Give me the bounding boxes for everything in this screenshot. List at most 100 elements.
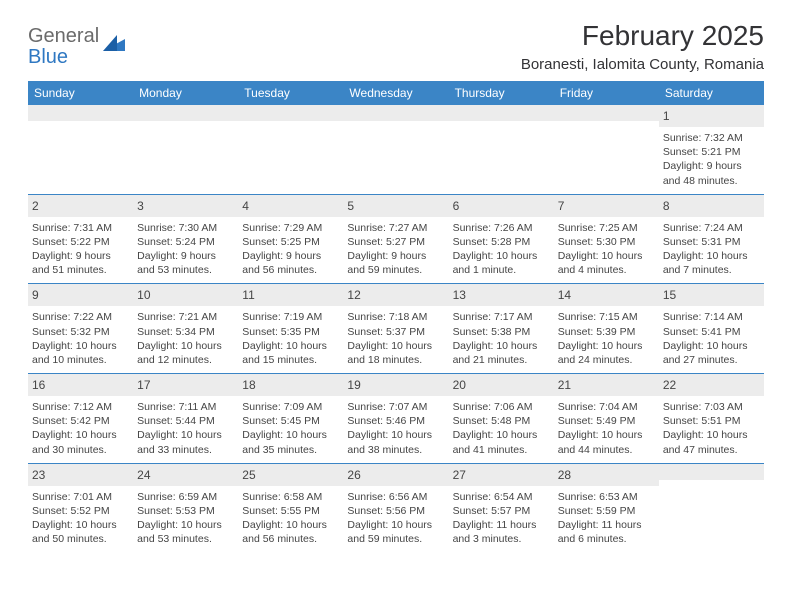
week-row: 23Sunrise: 7:01 AMSunset: 5:52 PMDayligh… [28,464,764,553]
daylight-text: Daylight: 9 hours and 59 minutes. [347,249,444,277]
sunset-text: Sunset: 5:27 PM [347,235,444,249]
sunset-text: Sunset: 5:22 PM [32,235,129,249]
day-number-text [663,466,760,470]
dow-friday: Friday [554,81,659,105]
daylight-text: Daylight: 10 hours and 47 minutes. [663,428,760,456]
day-number-text: 15 [663,286,760,304]
day-number: 27 [449,464,554,486]
day-number [449,105,554,121]
day-number: 14 [554,284,659,306]
dow-sunday: Sunday [28,81,133,105]
day-number-text: 3 [137,197,234,215]
day-number: 10 [133,284,238,306]
sunrise-text: Sunrise: 7:26 AM [453,221,550,235]
day-number: 3 [133,195,238,217]
day-number-text: 19 [347,376,444,394]
sunset-text: Sunset: 5:51 PM [663,414,760,428]
day-number: 8 [659,195,764,217]
day-cell [238,105,343,194]
day-info: Sunrise: 7:25 AMSunset: 5:30 PMDaylight:… [558,219,655,278]
day-cell: 16Sunrise: 7:12 AMSunset: 5:42 PMDayligh… [28,374,133,463]
day-cell [554,105,659,194]
daylight-text: Daylight: 9 hours and 53 minutes. [137,249,234,277]
sunset-text: Sunset: 5:48 PM [453,414,550,428]
day-number: 24 [133,464,238,486]
day-cell: 14 Sunrise: 7:15 AMSunset: 5:39 PMDayligh… [554,284,659,373]
day-info: Sunrise: 7:22 AMSunset: 5:32 PMDaylight:… [32,308,129,367]
sunrise-text: Sunrise: 7:09 AM [242,400,339,414]
daylight-text: Daylight: 10 hours and 35 minutes. [242,428,339,456]
sunrise-text: Sunrise: 7:07 AM [347,400,444,414]
day-number-text: 12 [347,286,444,304]
day-number-text: 5 [347,197,444,215]
sunrise-text: Sunrise: 7:22 AM [32,310,129,324]
day-number-text: 17 [137,376,234,394]
daylight-text: Daylight: 10 hours and 30 minutes. [32,428,129,456]
day-number [343,105,448,121]
day-cell: 4Sunrise: 7:29 AMSunset: 5:25 PMDaylight… [238,195,343,284]
day-number: 23 [28,464,133,486]
day-cell: 19 Sunrise: 7:07 AMSunset: 5:46 PMDayligh… [343,374,448,463]
sunrise-text: Sunrise: 7:11 AM [137,400,234,414]
sunrise-text: Sunrise: 7:19 AM [242,310,339,324]
day-number-text: 21 [558,376,655,394]
daylight-text: Daylight: 10 hours and 38 minutes. [347,428,444,456]
week-row: 9Sunrise: 7:22 AMSunset: 5:32 PMDaylight… [28,284,764,374]
day-of-week-header: Sunday Monday Tuesday Wednesday Thursday… [28,81,764,105]
sunrise-text: Sunrise: 7:24 AM [663,221,760,235]
day-number: 6 [449,195,554,217]
sunrise-text: Sunrise: 6:59 AM [137,490,234,504]
day-cell: 7Sunrise: 7:25 AMSunset: 5:30 PMDaylight… [554,195,659,284]
day-number-text: 2 [32,197,129,215]
sunrise-text: Sunrise: 7:21 AM [137,310,234,324]
sunrise-text: Sunrise: 6:53 AM [558,490,655,504]
day-info: Sunrise: 7:12 AMSunset: 5:42 PMDaylight:… [32,398,129,457]
dow-saturday: Saturday [659,81,764,105]
daylight-text: Daylight: 10 hours and 50 minutes. [32,518,129,546]
day-info: Sunrise: 7:15 AMSunset: 5:39 PMDaylight:… [558,308,655,367]
sunrise-text: Sunrise: 7:31 AM [32,221,129,235]
daylight-text: Daylight: 10 hours and 33 minutes. [137,428,234,456]
day-info: Sunrise: 7:03 AMSunset: 5:51 PMDaylight:… [663,398,760,457]
day-info: Sunrise: 7:19 AMSunset: 5:35 PMDaylight:… [242,308,339,367]
day-number-text [32,107,129,111]
day-cell: 2Sunrise: 7:31 AMSunset: 5:22 PMDaylight… [28,195,133,284]
day-number-text: 24 [137,466,234,484]
day-number-text [137,107,234,111]
day-info: Sunrise: 7:27 AMSunset: 5:27 PMDaylight:… [347,219,444,278]
day-number: 2 [28,195,133,217]
day-number-text: 8 [663,197,760,215]
sunrise-text: Sunrise: 7:15 AM [558,310,655,324]
sunrise-text: Sunrise: 7:32 AM [663,131,760,145]
day-info: Sunrise: 6:56 AMSunset: 5:56 PMDaylight:… [347,488,444,547]
sunset-text: Sunset: 5:32 PM [32,325,129,339]
day-number-text [242,107,339,111]
day-number-text: 14 [558,286,655,304]
day-number-text: 11 [242,286,339,304]
sunset-text: Sunset: 5:31 PM [663,235,760,249]
daylight-text: Daylight: 10 hours and 12 minutes. [137,339,234,367]
sunrise-text: Sunrise: 7:25 AM [558,221,655,235]
day-info: Sunrise: 7:17 AMSunset: 5:38 PMDaylight:… [453,308,550,367]
day-cell [659,464,764,553]
sunset-text: Sunset: 5:34 PM [137,325,234,339]
brand-logo: General Blue [28,20,125,67]
day-info: Sunrise: 6:54 AMSunset: 5:57 PMDaylight:… [453,488,550,547]
day-cell: 23Sunrise: 7:01 AMSunset: 5:52 PMDayligh… [28,464,133,553]
day-info: Sunrise: 7:07 AMSunset: 5:46 PMDaylight:… [347,398,444,457]
sunset-text: Sunset: 5:30 PM [558,235,655,249]
sunrise-text: Sunrise: 7:04 AM [558,400,655,414]
sunrise-text: Sunrise: 7:30 AM [137,221,234,235]
sunrise-text: Sunrise: 7:27 AM [347,221,444,235]
day-number: 18 [238,374,343,396]
day-number-text: 22 [663,376,760,394]
day-number: 28 [554,464,659,486]
day-number-text: 9 [32,286,129,304]
day-cell: 5 Sunrise: 7:27 AMSunset: 5:27 PMDaylight… [343,195,448,284]
day-number [238,105,343,121]
day-cell: 25Sunrise: 6:58 AMSunset: 5:55 PMDayligh… [238,464,343,553]
sunset-text: Sunset: 5:35 PM [242,325,339,339]
daylight-text: Daylight: 10 hours and 15 minutes. [242,339,339,367]
day-number-text: 20 [453,376,550,394]
day-number [659,464,764,480]
